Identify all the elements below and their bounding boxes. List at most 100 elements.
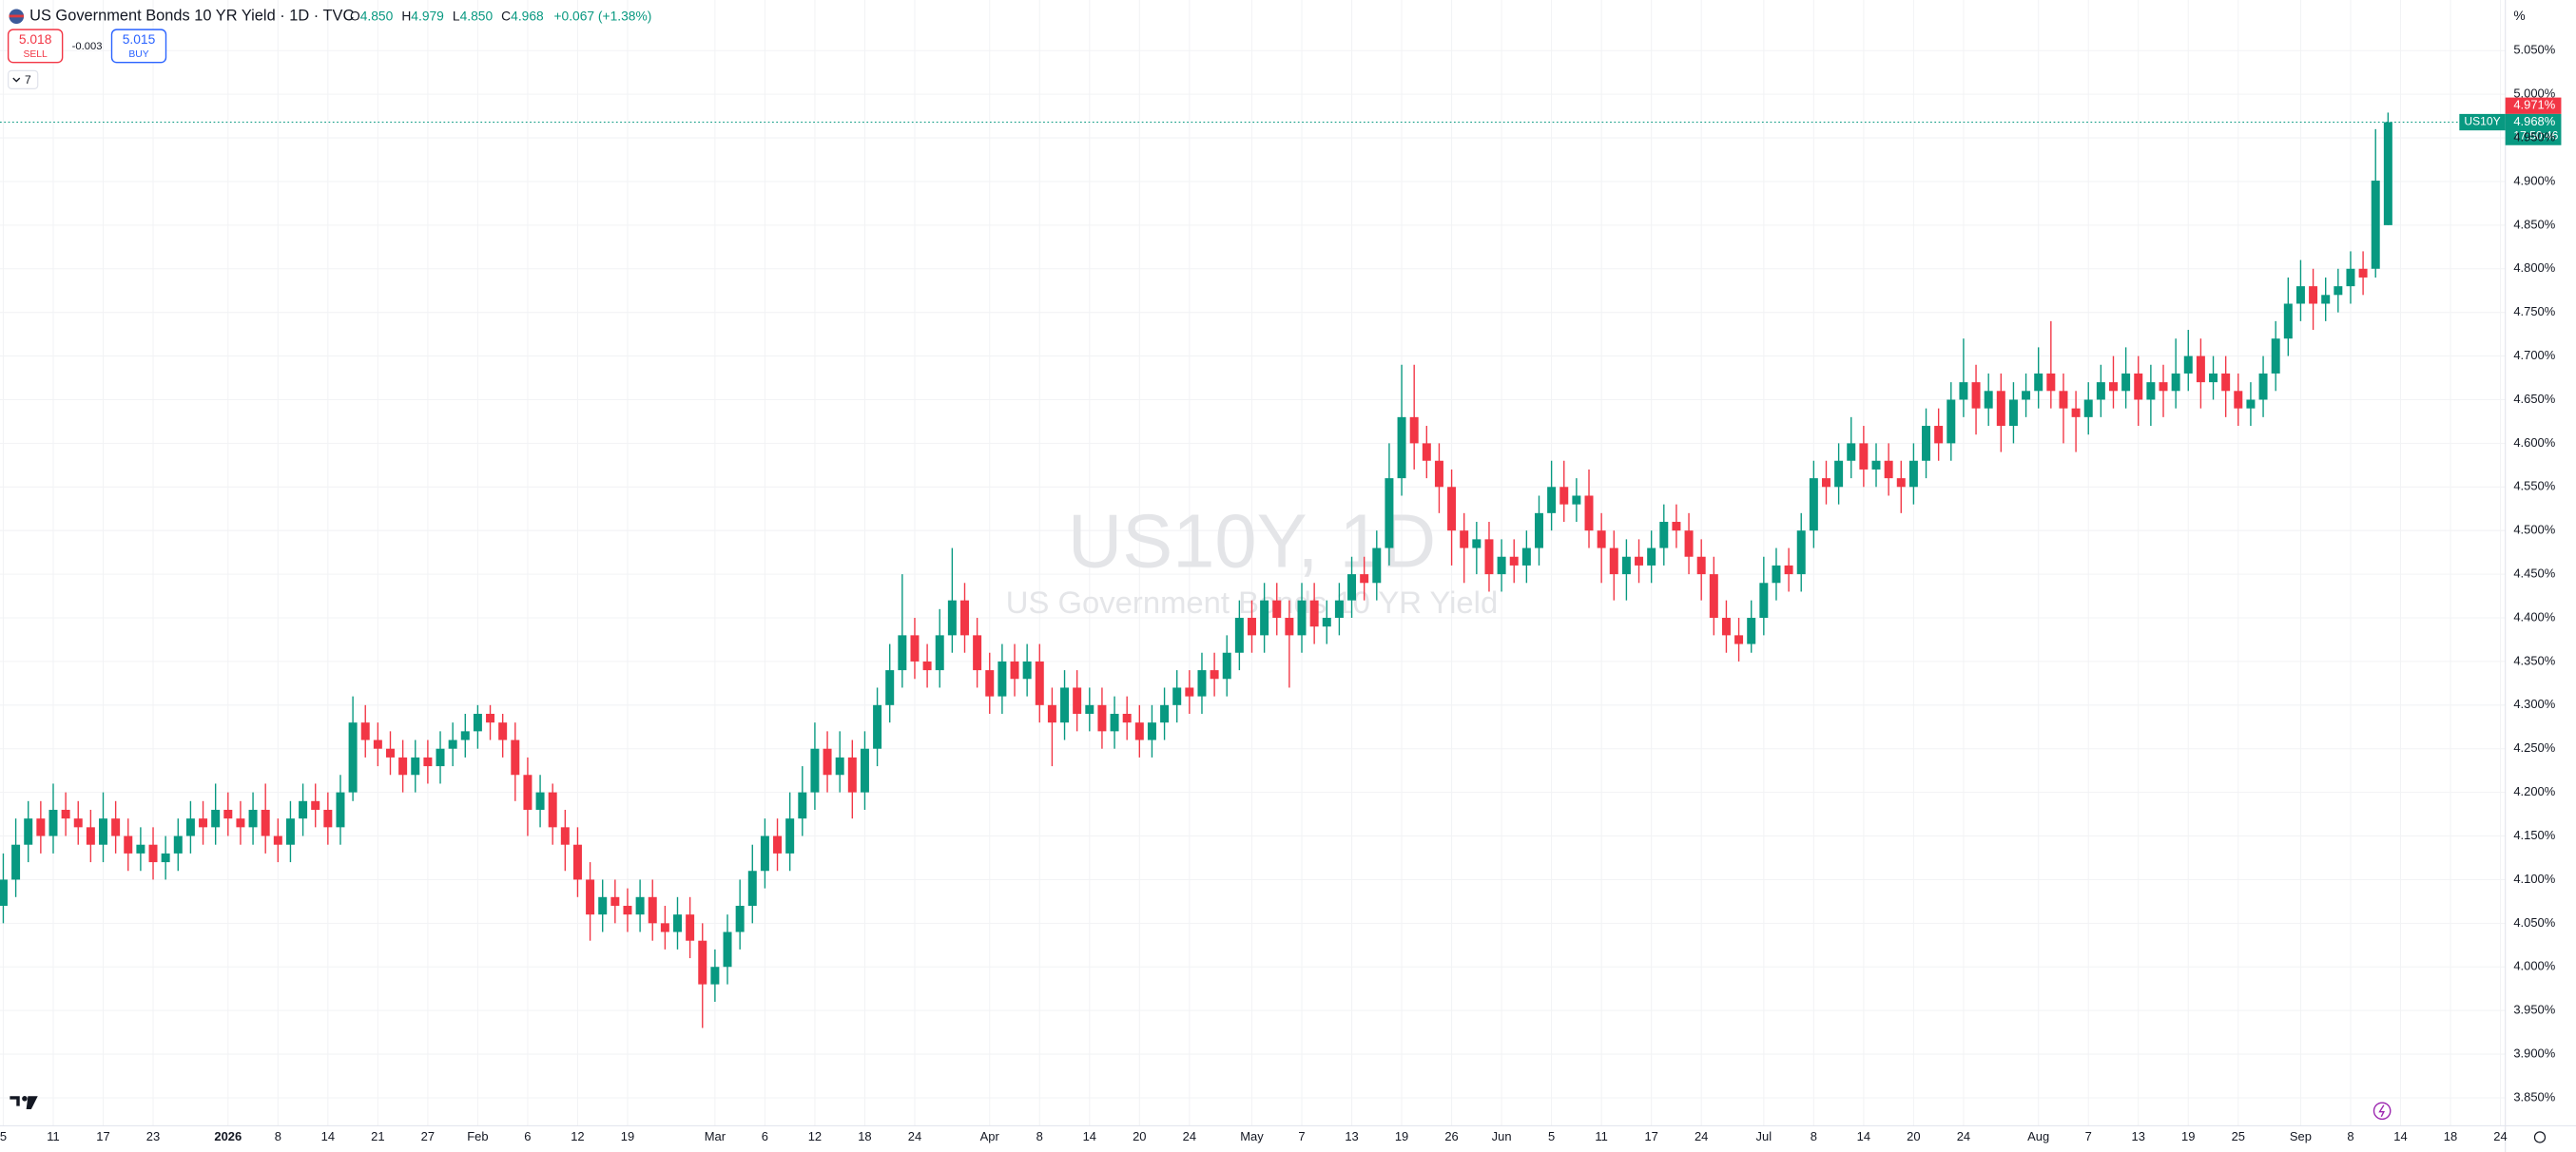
x-tick-label: 7	[1298, 1129, 1305, 1143]
candle-body	[560, 827, 570, 845]
symbol-title[interactable]: US Government Bonds 10 YR Yield · 1D · T…	[29, 8, 354, 25]
candle-body	[610, 896, 620, 906]
candle-body	[1122, 713, 1132, 723]
x-tick-label: 5	[0, 1129, 7, 1143]
candle-body	[1360, 574, 1369, 584]
x-tick-label: 5	[1548, 1129, 1555, 1143]
candle-body	[2321, 295, 2331, 304]
candle-body	[1434, 460, 1443, 488]
sell-button[interactable]	[7, 29, 64, 64]
y-tick-label: 4.200%	[2513, 784, 2555, 798]
candle-body	[735, 905, 745, 932]
candle-body	[61, 809, 70, 819]
x-tick-label: 8	[1036, 1129, 1043, 1143]
y-tick-label: 3.900%	[2513, 1046, 2555, 1060]
candle-body	[1934, 426, 1944, 444]
candle-body	[1460, 530, 1469, 548]
candle-body	[686, 914, 695, 941]
candle-body	[148, 844, 158, 863]
x-tick-label: 20	[1907, 1129, 1920, 1143]
candle-body	[1447, 487, 1457, 531]
y-tick-label: 3.850%	[2513, 1089, 2555, 1104]
candle-body	[236, 818, 245, 828]
candle-body	[572, 844, 582, 880]
price-tags: US10Y 4.971% 4.968%17:50:46	[0, 97, 2562, 145]
candle-body	[2159, 382, 2168, 392]
candle-body	[910, 635, 920, 662]
candle-body	[1821, 478, 1830, 488]
candle-body	[1422, 443, 1431, 461]
candle-body	[973, 635, 982, 671]
candle-body	[1472, 539, 1482, 548]
ohlc-values: O4.850 H4.979 L4.850 C4.968 +0.067 (+1.3…	[350, 8, 651, 23]
candle-body	[2334, 286, 2343, 296]
candle-body	[1559, 487, 1569, 505]
ask-tag: 4.971%	[2513, 98, 2555, 112]
candle-body	[2096, 382, 2105, 400]
candle-body	[1759, 583, 1769, 619]
candle-body	[2108, 382, 2118, 392]
x-tick-label: 17	[1644, 1129, 1657, 1143]
y-tick-label: 4.550%	[2513, 479, 2555, 493]
indicators-toggle[interactable]	[8, 69, 39, 89]
buy-button[interactable]	[110, 29, 167, 64]
candle-body	[1547, 487, 1557, 513]
candle-body	[1847, 443, 1856, 461]
y-tick-label: 4.700%	[2513, 348, 2555, 362]
candle-body	[2295, 286, 2305, 304]
candle-body	[1484, 539, 1494, 575]
x-tick-label: 25	[2232, 1129, 2245, 1143]
candle-body	[1210, 670, 1219, 680]
settings-icon[interactable]	[2533, 1131, 2547, 1143]
candle-body	[635, 896, 645, 915]
x-tick-label: 24	[908, 1129, 921, 1143]
x-tick-label: Feb	[467, 1129, 488, 1143]
candle-body	[1859, 443, 1869, 470]
candle-body	[511, 739, 520, 776]
y-tick-label: 4.100%	[2513, 872, 2555, 886]
candle-body	[760, 835, 769, 872]
candle-body	[1285, 618, 1294, 636]
candle-body	[1734, 635, 1744, 644]
candle-body	[1247, 618, 1256, 636]
candle-body	[1347, 574, 1357, 601]
candle-body	[1721, 618, 1731, 636]
candle-body	[498, 722, 508, 740]
y-tick-label: 4.750%	[2513, 304, 2555, 318]
candle-body	[1959, 382, 1968, 400]
candle-body	[360, 722, 370, 740]
tradingview-logo[interactable]	[10, 1096, 38, 1110]
sell-price: 5.018	[19, 31, 52, 47]
x-tick-label: 2026	[214, 1129, 242, 1143]
x-tick-label: 26	[1444, 1129, 1458, 1143]
candle-body	[1635, 556, 1644, 566]
candle-body	[1709, 574, 1718, 619]
x-tick-label: 18	[2444, 1129, 2457, 1143]
candle-body	[1035, 661, 1044, 705]
candle-body	[523, 775, 533, 810]
candle-body	[798, 792, 807, 819]
candle-body	[323, 809, 333, 828]
y-tick-label: 4.300%	[2513, 697, 2555, 711]
candle-body	[1272, 600, 1282, 619]
candle-body	[185, 818, 195, 836]
ohlc-value: 4.979	[411, 8, 444, 23]
candle-body	[1621, 556, 1631, 575]
candle-body	[660, 923, 669, 932]
ohlc-value: 4.850	[360, 8, 394, 23]
candle-body	[24, 818, 33, 845]
candle-body	[2183, 355, 2193, 374]
candle-body	[1060, 687, 1070, 723]
candle-body	[873, 704, 882, 749]
candle-body	[1984, 391, 1993, 409]
x-tick-label: 6	[524, 1129, 531, 1143]
candle-body	[1871, 460, 1881, 470]
x-tick-label: 14	[2393, 1129, 2407, 1143]
x-tick-label: 24	[1957, 1129, 1970, 1143]
x-tick-label: 24	[2493, 1129, 2507, 1143]
candle-body	[1908, 460, 1918, 488]
replay-icon[interactable]	[2373, 1102, 2392, 1121]
candle-body	[2022, 391, 2031, 400]
candle-body	[411, 757, 420, 776]
candle-body	[460, 731, 470, 740]
